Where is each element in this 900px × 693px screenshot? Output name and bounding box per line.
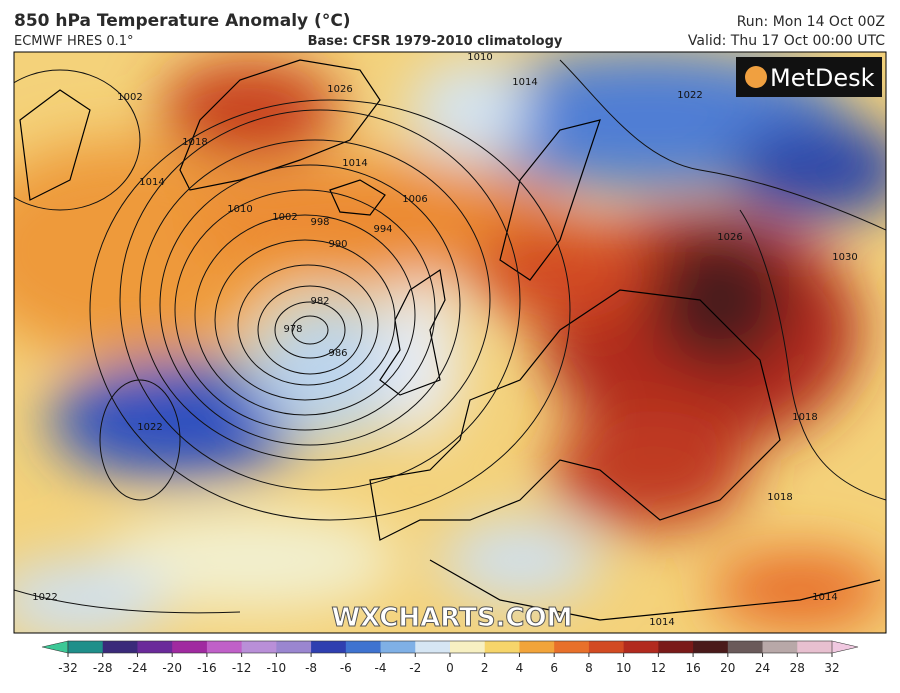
isobar-labels: 1002 1010 1014 1018 1026 1022 1014 1006 1010 1002… <box>32 52 857 628</box>
colorbar-segment <box>588 641 625 653</box>
isobar-label: 1022 <box>137 422 162 433</box>
isobar-label: 1006 <box>402 194 427 205</box>
isobar-label: 1022 <box>32 592 57 603</box>
base-label: Base: CFSR 1979-2010 climatology <box>308 34 563 49</box>
colorbar-segment <box>762 641 798 653</box>
isobar-label: 1014 <box>139 177 164 188</box>
logo-text: MetDesk <box>770 64 875 92</box>
isobar-label: 1002 <box>117 92 142 103</box>
isobar-label: 1014 <box>342 158 367 169</box>
colorbar-segment <box>102 641 138 653</box>
colorbar-segment <box>727 641 764 653</box>
isobar-label: 1014 <box>812 592 837 603</box>
colorbar-segment <box>172 641 208 653</box>
run-label: Run: Mon 14 Oct 00Z <box>737 14 885 30</box>
colorbar-segment <box>797 641 833 653</box>
colorbar-segment <box>137 641 173 653</box>
isobar-label: 1010 <box>227 204 252 215</box>
colorbar-segment <box>693 641 729 653</box>
colorbar-segment <box>345 641 382 653</box>
isobar-label: 1030 <box>832 252 857 263</box>
colorbar-segment <box>311 641 347 653</box>
isobar-label: 1026 <box>327 84 352 95</box>
isobar-label: 982 <box>310 296 329 307</box>
colorbar-tick-label: -6 <box>340 661 352 675</box>
colorbar-segment <box>206 641 243 653</box>
isobar-label: 1014 <box>649 617 674 628</box>
colorbar-segment <box>450 641 486 653</box>
colorbar-tick-label: 0 <box>446 661 454 675</box>
logo-icon <box>745 66 767 88</box>
colorbar-segment <box>380 641 416 653</box>
colorbar-tick-label: -20 <box>162 661 182 675</box>
valid-label: Valid: Thu 17 Oct 00:00 UTC <box>688 33 885 49</box>
colorbar-tick-label: 32 <box>824 661 839 675</box>
colorbar-tick-label: 8 <box>585 661 593 675</box>
colorbar-tick-label: -16 <box>197 661 217 675</box>
isobar-label: 994 <box>373 224 392 235</box>
isobar-label: 1018 <box>792 412 817 423</box>
colorbar-tick-label: 24 <box>755 661 770 675</box>
colorbar-tick-label: 28 <box>790 661 805 675</box>
isobar-label: 1018 <box>182 137 207 148</box>
colorbar-segment <box>276 641 312 653</box>
colorbar-tick-label: 12 <box>651 661 666 675</box>
colorbar-tick-label: 20 <box>720 661 735 675</box>
anomaly-field <box>14 52 886 633</box>
model-label: ECMWF HRES 0.1° <box>14 34 134 49</box>
colorbar-segment <box>554 641 590 653</box>
colorbar-segment <box>623 641 659 653</box>
isobar-label: 998 <box>310 217 329 228</box>
isobar-label: 986 <box>328 348 347 359</box>
colorbar-tick-label: 16 <box>685 661 700 675</box>
isobar-label: 1026 <box>717 232 742 243</box>
colorbar-tick-label: 10 <box>616 661 631 675</box>
colorbar-tick-label: 2 <box>481 661 489 675</box>
coastlines <box>19 59 881 621</box>
colorbar-segment <box>241 641 277 653</box>
colorbar-segment <box>519 641 555 653</box>
isobar-label: 1022 <box>677 90 702 101</box>
colorbar-segment <box>658 641 694 653</box>
colorbar-tick-label: -8 <box>305 661 317 675</box>
isobar-label: 1002 <box>272 212 297 223</box>
colorbar-tick-label: -12 <box>232 661 252 675</box>
colorbar-segment <box>415 641 451 653</box>
colorbar-segment <box>484 641 520 653</box>
isobar-label: 1010 <box>467 52 492 63</box>
map-title: 850 hPa Temperature Anomaly (°C) <box>14 11 351 31</box>
colorbar-tick-label: -2 <box>409 661 421 675</box>
watermark: WXCHARTS.COM <box>331 603 572 633</box>
colorbar-tick-label: -24 <box>128 661 148 675</box>
colorbar-tick-label: -10 <box>267 661 287 675</box>
isobars <box>14 59 886 614</box>
colorbar-tick-label: 6 <box>550 661 558 675</box>
map-area: 1002 1010 1014 1018 1026 1022 1014 1006 1010 1002… <box>14 52 886 633</box>
colorbar: -32 -28 -24 -20 -16 -12 -10 -8 -6 -4 -2 0 2 4 6 8 10 12 16… <box>41 640 859 675</box>
isobar-label: 1018 <box>767 492 792 503</box>
map-frame <box>13 51 887 634</box>
colorbar-segment <box>68 641 104 653</box>
isobar-label: 1014 <box>512 77 537 88</box>
colorbar-tick-label: 4 <box>516 661 524 675</box>
colorbar-tick-label: -28 <box>93 661 113 675</box>
isobar-label: 978 <box>283 324 302 335</box>
isobar-label: 990 <box>328 239 347 250</box>
colorbar-tick-label: -32 <box>58 661 78 675</box>
colorbar-tick-label: -4 <box>375 661 387 675</box>
